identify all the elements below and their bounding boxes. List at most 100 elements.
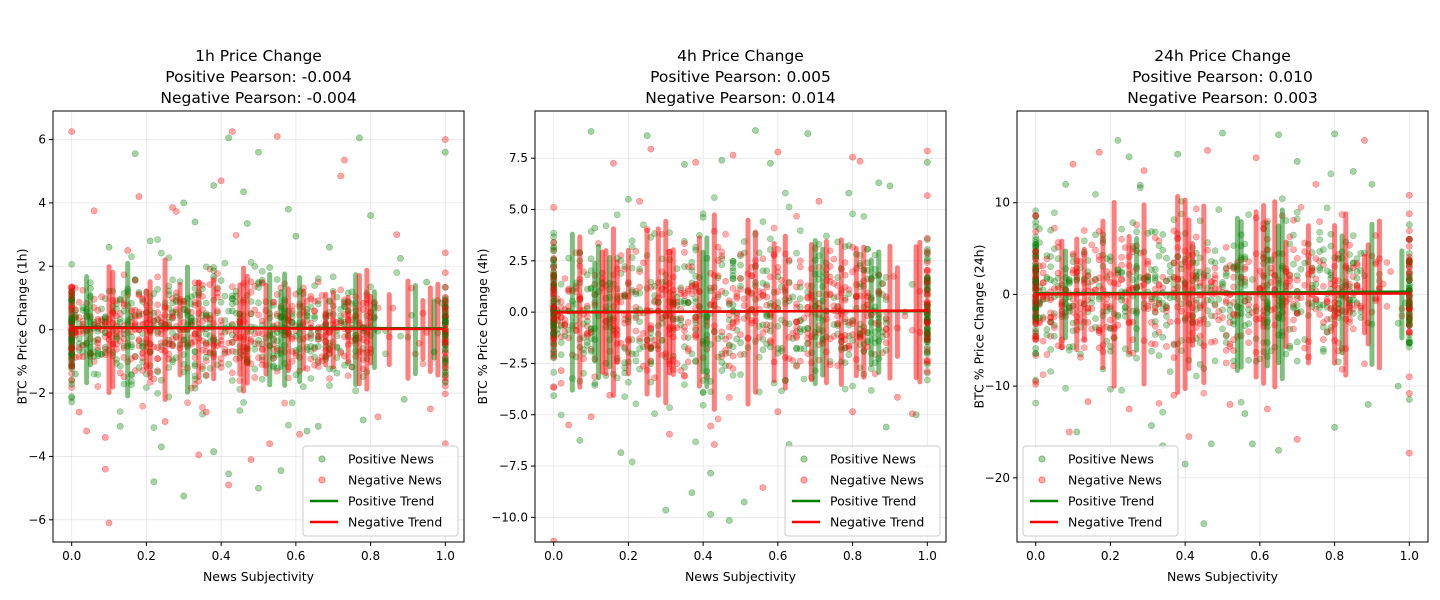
negative-point	[1211, 285, 1219, 293]
positive-point	[441, 316, 449, 324]
negative-point	[1290, 316, 1297, 324]
negative-point	[557, 304, 565, 312]
positive-point	[550, 331, 558, 339]
data-point	[688, 489, 696, 497]
positive-point	[94, 352, 102, 360]
edge-point	[1032, 320, 1040, 328]
negative-point	[718, 328, 726, 336]
edge-point	[1405, 221, 1413, 229]
positive-point	[202, 310, 210, 318]
edge-point	[923, 333, 931, 341]
negative-point	[1405, 270, 1413, 278]
positive-point	[1349, 259, 1357, 267]
negative-point	[763, 326, 771, 333]
edge-point	[1032, 243, 1040, 251]
negative-point	[550, 303, 558, 311]
negative-point	[1293, 276, 1301, 284]
edge-point	[550, 285, 558, 293]
edge-point	[1032, 349, 1040, 357]
negative-point	[251, 374, 259, 381]
negative-point	[255, 354, 262, 362]
data-point	[303, 427, 311, 435]
positive-point	[1043, 295, 1051, 303]
positive-point	[1047, 318, 1055, 326]
edge-point	[68, 310, 76, 318]
positive-point	[621, 393, 629, 400]
positive-point	[923, 277, 931, 285]
positive-point	[441, 346, 449, 354]
negative-point	[68, 336, 76, 344]
negative-point	[191, 381, 199, 388]
positive-point	[1316, 228, 1324, 236]
negative-point	[845, 318, 853, 326]
negative-point	[94, 344, 102, 352]
positive-point	[169, 340, 176, 348]
positive-point	[1219, 283, 1226, 291]
negative-point	[1222, 359, 1230, 367]
negative-point	[923, 299, 931, 306]
negative-point	[441, 331, 449, 339]
y-tick-label: 10	[995, 196, 1010, 210]
data-point	[666, 430, 673, 438]
legend-label: Negative Trend	[830, 515, 924, 530]
positive-point	[557, 339, 565, 346]
negative-point	[1032, 284, 1040, 292]
positive-point	[1032, 266, 1040, 274]
positive-point	[1211, 300, 1219, 308]
positive-point	[68, 335, 76, 342]
negative-point	[1245, 301, 1253, 309]
edge-point	[550, 334, 558, 342]
edge-point	[923, 357, 931, 365]
positive-point	[1293, 301, 1301, 309]
negative-point	[228, 283, 236, 291]
x-tick-label: 1.0	[918, 549, 937, 563]
positive-point	[441, 339, 449, 347]
negative-point	[763, 293, 771, 301]
positive-point	[1316, 264, 1324, 272]
negative-point	[1353, 281, 1361, 289]
negative-point	[1155, 399, 1163, 407]
positive-point	[550, 338, 558, 345]
negative-point	[923, 279, 931, 287]
edge-point	[68, 345, 76, 353]
negative-point	[68, 370, 76, 378]
positive-point	[341, 361, 348, 369]
data-point	[441, 148, 449, 156]
edge-point	[441, 338, 449, 346]
chart-title-line: Positive Pearson: -0.004	[165, 68, 351, 86]
positive-point	[135, 364, 143, 371]
positive-point	[1107, 385, 1114, 393]
negative-point	[1080, 344, 1088, 352]
edge-point	[1405, 396, 1413, 403]
positive-point	[550, 333, 558, 341]
negative-point	[441, 336, 449, 343]
negative-point	[1118, 261, 1126, 269]
edge-point	[68, 319, 76, 327]
data-point	[1275, 446, 1282, 454]
negative-point	[1163, 304, 1170, 311]
negative-point	[923, 290, 931, 298]
positive-point	[1353, 275, 1361, 282]
data-point	[191, 218, 199, 226]
negative-point	[169, 312, 176, 320]
edge-point	[923, 278, 931, 285]
negative-point	[68, 296, 76, 304]
positive-point	[554, 316, 561, 324]
edge-point	[550, 315, 558, 323]
positive-point	[796, 227, 804, 235]
negative-point	[1353, 259, 1361, 267]
negative-point	[154, 355, 162, 362]
positive-point	[550, 330, 558, 338]
edge-point	[441, 269, 449, 277]
positive-point	[557, 411, 565, 419]
positive-point	[1245, 211, 1253, 219]
positive-point	[228, 295, 236, 302]
positive-point	[1032, 306, 1040, 314]
negative-trend-line	[553, 309, 928, 314]
negative-point	[636, 283, 644, 291]
negative-trend-line	[1035, 292, 1410, 296]
negative-point	[311, 308, 318, 315]
data-point	[625, 195, 632, 203]
negative-point	[307, 355, 315, 363]
positive-point	[923, 318, 931, 326]
